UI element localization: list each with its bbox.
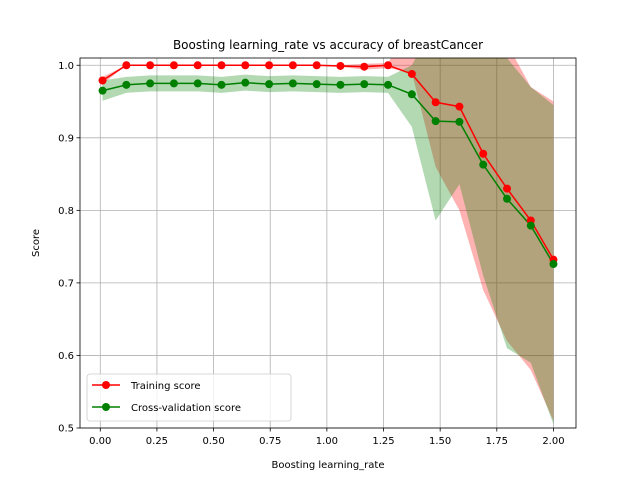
- confidence-bands: [102, 58, 554, 425]
- legend: Training score Cross-validation score: [86, 373, 292, 422]
- training-score-point: [217, 61, 226, 70]
- cv-score-point: [122, 80, 131, 89]
- legend-cv-marker: [102, 403, 110, 411]
- cv-score-point: [431, 117, 440, 126]
- cv-score-point: [241, 78, 250, 87]
- training-score-point: [384, 61, 393, 70]
- cv-score-point: [336, 80, 345, 89]
- y-tick-label: 1.0: [58, 61, 74, 72]
- legend-box: [86, 373, 292, 422]
- x-tick-label: 0.50: [202, 436, 224, 447]
- training-score-point: [169, 61, 178, 70]
- cv-score-point: [407, 90, 416, 99]
- cv-score-point: [455, 117, 464, 126]
- cv-score-point: [479, 160, 488, 169]
- y-tick-label: 0.5: [58, 424, 74, 435]
- training-score-point: [455, 102, 464, 111]
- y-tick-label: 0.7: [58, 278, 74, 289]
- cv-score-point: [526, 221, 535, 230]
- y-tick-label: 0.6: [58, 351, 74, 362]
- series-markers: [98, 61, 558, 269]
- x-axis-label: Boosting learning_rate: [272, 460, 385, 471]
- cv-score-point: [169, 79, 178, 88]
- x-tick-label: 2.00: [542, 436, 564, 447]
- training-std-band: [102, 58, 554, 421]
- axis-ticks: 0.00 0.25 0.50 0.75 1.00 1.25 1.50 1.75 2.00 0.5 0…: [58, 61, 564, 447]
- x-tick-label: 1.00: [316, 436, 338, 447]
- x-tick-label: 1.25: [372, 436, 394, 447]
- cv-std-band: [102, 58, 554, 425]
- training-score-point: [146, 61, 155, 70]
- legend-cv-label: Cross-validation score: [131, 403, 241, 414]
- legend-training-marker: [102, 381, 110, 389]
- training-score-point: [98, 76, 107, 85]
- training-score-point: [312, 61, 321, 70]
- legend-training-label: Training score: [130, 381, 201, 392]
- cv-score-point: [360, 80, 369, 89]
- training-score-point: [265, 61, 274, 70]
- cv-score-point: [288, 79, 297, 88]
- chart-title: Boosting learning_rate vs accuracy of br…: [173, 38, 483, 52]
- x-tick-label: 0.25: [146, 436, 168, 447]
- cv-score-point: [193, 79, 202, 88]
- training-score-point: [288, 61, 297, 70]
- cv-score-point: [217, 80, 226, 89]
- training-score-point: [360, 62, 369, 71]
- x-tick-label: 1.50: [429, 436, 451, 447]
- training-score-point: [241, 61, 250, 70]
- cv-score-point: [384, 80, 393, 89]
- y-tick-label: 0.9: [58, 133, 74, 144]
- training-score-point: [407, 69, 416, 78]
- x-tick-label: 1.75: [486, 436, 508, 447]
- cv-score-point: [265, 80, 274, 89]
- training-score-point: [479, 149, 488, 158]
- training-score-point: [503, 184, 512, 193]
- y-tick-label: 0.8: [58, 206, 74, 217]
- plot-frame: [79, 57, 577, 429]
- training-score-point: [193, 61, 202, 70]
- cv-score-point: [146, 79, 155, 88]
- cv-score-point: [503, 194, 512, 203]
- cv-score-point: [312, 80, 321, 89]
- training-score-point: [122, 61, 131, 70]
- x-tick-label: 0.00: [89, 436, 111, 447]
- x-tick-label: 0.75: [259, 436, 281, 447]
- training-score-point: [431, 98, 440, 107]
- cv-score-point: [98, 86, 107, 95]
- cv-score-point: [549, 260, 558, 269]
- y-axis-label: Score: [31, 229, 42, 257]
- training-score-point: [336, 61, 345, 70]
